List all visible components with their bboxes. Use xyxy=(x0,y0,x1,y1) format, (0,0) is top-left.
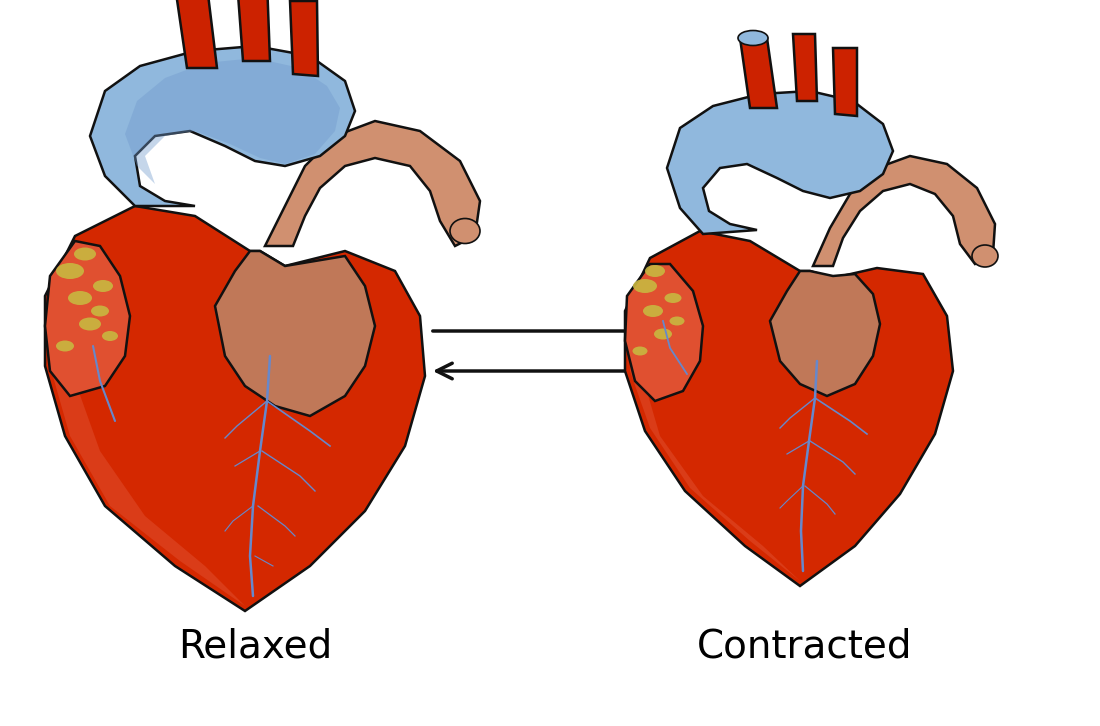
Ellipse shape xyxy=(91,306,109,317)
Polygon shape xyxy=(667,91,893,234)
Ellipse shape xyxy=(68,291,92,305)
Polygon shape xyxy=(770,271,880,396)
Ellipse shape xyxy=(79,317,101,330)
Polygon shape xyxy=(175,0,217,68)
Polygon shape xyxy=(625,264,703,401)
Ellipse shape xyxy=(738,30,768,46)
Ellipse shape xyxy=(632,346,648,356)
Ellipse shape xyxy=(645,265,665,277)
Ellipse shape xyxy=(56,263,84,279)
Ellipse shape xyxy=(632,279,657,293)
Polygon shape xyxy=(90,46,355,206)
Polygon shape xyxy=(813,156,996,266)
Ellipse shape xyxy=(94,280,113,292)
Ellipse shape xyxy=(102,331,118,341)
Ellipse shape xyxy=(670,317,684,325)
Polygon shape xyxy=(630,318,800,581)
Polygon shape xyxy=(125,58,340,184)
Polygon shape xyxy=(833,48,857,116)
Polygon shape xyxy=(265,121,480,246)
Polygon shape xyxy=(214,251,375,416)
Ellipse shape xyxy=(74,248,96,261)
Polygon shape xyxy=(45,241,130,396)
Text: Relaxed: Relaxed xyxy=(178,627,332,665)
Ellipse shape xyxy=(972,245,998,267)
Polygon shape xyxy=(50,296,245,606)
Polygon shape xyxy=(625,231,953,586)
Ellipse shape xyxy=(644,305,663,317)
Ellipse shape xyxy=(450,219,480,243)
Polygon shape xyxy=(290,1,318,76)
Ellipse shape xyxy=(56,340,74,351)
Ellipse shape xyxy=(664,293,682,303)
Polygon shape xyxy=(45,206,425,611)
Polygon shape xyxy=(793,34,817,101)
Text: Contracted: Contracted xyxy=(697,627,913,665)
Polygon shape xyxy=(236,0,270,61)
Ellipse shape xyxy=(654,328,672,340)
Polygon shape xyxy=(740,38,777,108)
